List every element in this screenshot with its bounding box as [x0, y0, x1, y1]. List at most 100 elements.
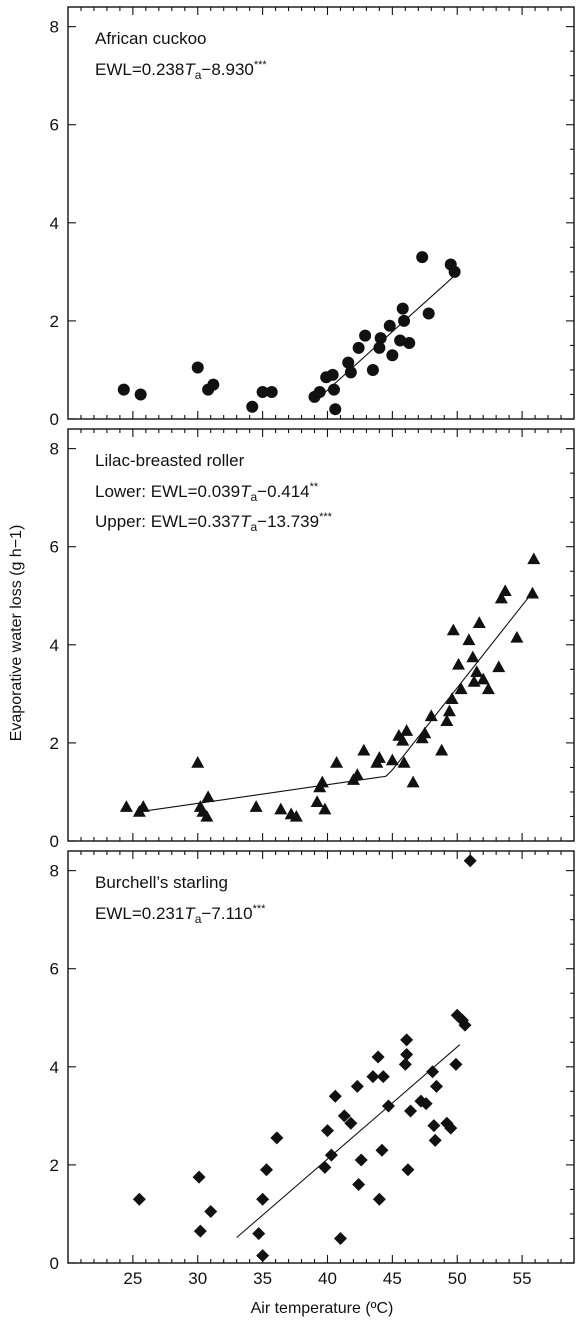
data-point: [372, 751, 386, 763]
data-point: [327, 383, 340, 396]
data-point: [289, 809, 303, 822]
data-point: [372, 1192, 386, 1206]
data-point: [373, 341, 386, 354]
data-point: [449, 1057, 463, 1071]
y-tick-label: 0: [50, 1254, 59, 1273]
equation-suffix: −13.739: [257, 512, 319, 531]
equation-subscript: a: [195, 912, 202, 926]
data-point: [132, 1192, 146, 1206]
data-point: [265, 386, 278, 399]
data-point: [366, 363, 379, 376]
data-point: [328, 1089, 342, 1103]
data-point: [416, 251, 429, 264]
equation-variable: T: [240, 482, 252, 501]
data-point: [376, 1070, 390, 1084]
y-tick-label: 4: [50, 636, 59, 655]
data-point: [270, 1131, 284, 1145]
y-tick-label: 8: [50, 440, 59, 459]
data-point: [481, 682, 495, 695]
equation-prefix: EWL=0.231: [95, 904, 184, 923]
data-point: [246, 400, 259, 413]
data-point: [344, 1116, 358, 1130]
data-point: [394, 334, 407, 347]
data-point: [117, 383, 130, 396]
data-point: [375, 1143, 389, 1157]
x-tick-label: 40: [318, 1269, 337, 1288]
equation-label: EWL=0.238Ta−8.930***: [95, 59, 267, 82]
data-point: [201, 790, 215, 803]
data-point: [354, 1153, 368, 1167]
data-point: [398, 1057, 412, 1071]
data-point: [252, 1227, 266, 1241]
y-tick-label: 4: [50, 214, 59, 233]
data-point: [310, 795, 324, 807]
plot-frame: [67, 850, 575, 1264]
panel-2: 0 2 4 6 8 Lilac-breasted roller Lower: EWL=0.0…: [50, 428, 575, 851]
y-tick-label: 2: [50, 734, 59, 753]
data-point: [315, 775, 329, 788]
significance-marker: **: [310, 481, 319, 493]
data-point: [396, 733, 410, 746]
data-point: [274, 802, 288, 815]
species-title: Burchell’s starling: [95, 873, 228, 892]
data-point: [442, 704, 456, 717]
data-point: [404, 1104, 418, 1118]
significance-marker: ***: [253, 903, 267, 915]
significance-marker: ***: [319, 511, 333, 523]
y-tick-label: 0: [50, 410, 59, 429]
y-axis-label: Evaporative water loss (g h−1): [8, 525, 25, 742]
data-point: [386, 349, 399, 362]
data-point: [427, 1119, 441, 1133]
data-point: [342, 356, 355, 369]
data-point: [426, 1065, 440, 1079]
equation-label: Upper: EWL=0.337Ta−13.739***: [95, 511, 333, 534]
data-point: [193, 1224, 207, 1238]
data-point: [446, 623, 460, 636]
y-tick-label: 0: [50, 832, 59, 851]
data-point: [333, 1231, 347, 1245]
equation-prefix: Lower: EWL=0.039: [95, 482, 240, 501]
equation-variable: T: [240, 512, 252, 531]
data-point: [494, 591, 508, 604]
equation-prefix: Upper: EWL=0.337: [95, 512, 240, 531]
data-point: [466, 650, 480, 663]
panel-1: 0 2 4 6 8 African cuckoo EWL=0.238Ta−8.930***: [50, 6, 575, 429]
data-point: [249, 800, 263, 812]
x-tick-label: 45: [383, 1269, 402, 1288]
data-point: [445, 692, 459, 704]
data-point: [359, 329, 372, 342]
data-point: [374, 332, 387, 345]
equation-label: EWL=0.231Ta−7.110***: [95, 903, 266, 926]
plot-frame: [67, 6, 575, 420]
equation-subscript: a: [195, 68, 202, 82]
y-tick-label: 6: [50, 960, 59, 979]
data-point: [260, 1163, 274, 1177]
data-point: [396, 302, 409, 315]
data-point: [492, 660, 506, 673]
data-point: [398, 314, 411, 327]
data-point: [313, 386, 326, 399]
data-point: [470, 665, 484, 677]
data-point: [419, 1097, 433, 1111]
data-point: [330, 756, 344, 768]
data-point: [366, 1070, 380, 1084]
y-tick-label: 2: [50, 1156, 59, 1175]
data-point: [352, 341, 365, 354]
data-point: [400, 1048, 414, 1062]
x-tick-label: 30: [188, 1269, 207, 1288]
data-point: [204, 1205, 218, 1218]
data-point: [350, 1079, 364, 1093]
data-point: [256, 1249, 270, 1263]
y-tick-label: 8: [50, 18, 59, 37]
equation-subscript: a: [250, 490, 257, 504]
y-tick-label: 8: [50, 862, 59, 881]
y-tick-label: 4: [50, 1058, 59, 1077]
data-point: [428, 1133, 442, 1147]
data-point: [403, 336, 416, 349]
data-point: [352, 1178, 366, 1192]
data-point: [476, 672, 490, 685]
data-point: [344, 366, 357, 379]
y-tick-label: 6: [50, 538, 59, 557]
equation-suffix: −8.930: [201, 60, 253, 79]
